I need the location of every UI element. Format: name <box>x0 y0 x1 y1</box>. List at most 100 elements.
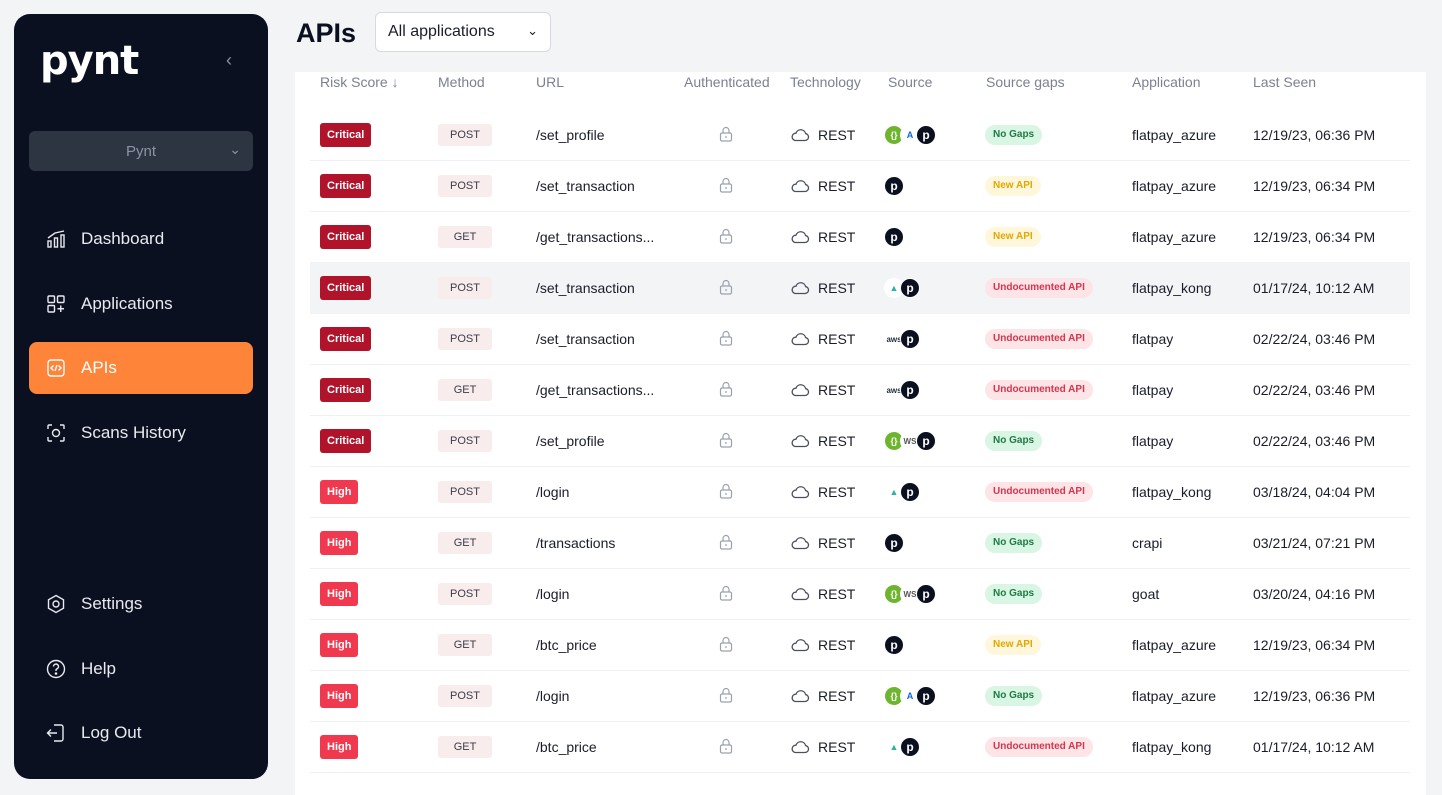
table-row[interactable]: High POST/login REST {} WS p No Gaps goat 03/20/… <box>310 569 1410 620</box>
applications-icon <box>46 294 66 314</box>
application-name: flatpay <box>1132 433 1174 449</box>
application-filter-dropdown[interactable]: All applications ⌄ <box>375 12 551 52</box>
column-header-url[interactable]: URL <box>536 74 565 90</box>
table-row[interactable]: Critical POST/set_transaction REST aws p Undo… <box>310 314 1410 365</box>
technology-label: REST <box>818 739 856 755</box>
url-link[interactable]: /set_transaction <box>536 280 635 296</box>
pynt-source-icon: p <box>900 329 920 349</box>
lock-icon <box>717 533 735 554</box>
url-link[interactable]: /login <box>536 484 570 500</box>
lock-icon <box>717 686 735 707</box>
source-icons: aws p <box>884 380 920 400</box>
source-gap-badge: Undocumented API <box>985 737 1093 757</box>
table-row[interactable]: Critical POST/set_profile REST {} WS p No Gaps… <box>310 416 1410 467</box>
technology-label: REST <box>818 280 856 296</box>
nav-item-scans-history[interactable]: Scans History <box>29 407 253 459</box>
source-icons: p <box>884 227 904 247</box>
pynt-source-icon: p <box>900 482 920 502</box>
method-badge: POST <box>438 481 492 503</box>
cloud-icon <box>790 638 810 652</box>
nav-item-settings[interactable]: Settings <box>29 578 253 630</box>
source-icons: {} WS p <box>884 584 936 604</box>
source-gap-badge: Undocumented API <box>985 482 1093 502</box>
table-row[interactable]: High GET/btc_price REST p New API flatpay_azu… <box>310 620 1410 671</box>
risk-badge: High <box>320 531 359 555</box>
url-link[interactable]: /btc_price <box>536 637 597 653</box>
nav-item-dashboard[interactable]: Dashboard <box>29 213 253 265</box>
chevron-down-icon: ⌄ <box>229 141 241 157</box>
source-gap-badge: No Gaps <box>985 584 1043 604</box>
chevron-down-icon: ⌄ <box>527 23 538 38</box>
pynt-source-icon: p <box>884 533 904 553</box>
cloud-icon <box>790 230 810 244</box>
table-row[interactable]: High GET/btc_price REST ▲ p Undocumented API f… <box>310 722 1410 773</box>
column-header-source-gaps[interactable]: Source gaps <box>986 74 1065 90</box>
table-row[interactable]: Critical POST/set_transaction REST p New API… <box>310 161 1410 212</box>
source-gap-badge: No Gaps <box>985 431 1043 451</box>
method-badge: POST <box>438 430 492 452</box>
application-name: goat <box>1132 586 1160 602</box>
application-name: crapi <box>1132 535 1163 551</box>
lock-icon <box>717 635 735 656</box>
url-link[interactable]: /btc_price <box>536 739 597 755</box>
table-row[interactable]: High GET/transactions REST p No Gaps crapi 03/… <box>310 518 1410 569</box>
url-link[interactable]: /set_transaction <box>536 178 635 194</box>
technology-label: REST <box>818 229 856 245</box>
table-row[interactable]: Critical GET/get_transactions... REST aws p U… <box>310 365 1410 416</box>
nav-item-apis[interactable]: APIs <box>29 342 253 394</box>
risk-badge: High <box>320 735 359 759</box>
postman-source-icon: {} <box>884 125 904 145</box>
pynt-source-icon: p <box>916 125 936 145</box>
cloud-icon <box>790 383 810 397</box>
collapse-sidebar-icon[interactable]: ‹ <box>226 50 232 70</box>
column-header-application[interactable]: Application <box>1132 74 1201 90</box>
url-link[interactable]: /transactions <box>536 535 616 551</box>
org-selector-label: Pynt <box>125 142 156 160</box>
nav-item-help[interactable]: Help <box>29 643 253 695</box>
settings-icon <box>46 594 66 614</box>
url-link[interactable]: /login <box>536 586 570 602</box>
technology-label: REST <box>818 382 856 398</box>
url-link[interactable]: /set_profile <box>536 433 605 449</box>
lock-icon <box>717 584 735 605</box>
source-gap-badge: No Gaps <box>985 125 1043 145</box>
technology-label: REST <box>818 637 856 653</box>
method-badge: POST <box>438 328 492 350</box>
source-gap-badge: New API <box>985 635 1041 655</box>
risk-badge: Critical <box>320 276 372 300</box>
table-row[interactable]: Critical POST/set_transaction REST ▲ p Undocu… <box>310 263 1410 314</box>
application-name: flatpay_azure <box>1132 178 1217 194</box>
last-seen-timestamp: 01/17/24, 10:12 AM <box>1253 739 1375 755</box>
method-badge: GET <box>438 532 492 554</box>
column-header-last-seen[interactable]: Last Seen <box>1253 74 1317 90</box>
pynt-source-icon: p <box>900 380 920 400</box>
column-header-risk-score[interactable]: Risk Score ↓ <box>320 74 399 90</box>
nav-label: Help <box>81 659 116 678</box>
nav-item-logout[interactable]: Log Out <box>29 707 253 759</box>
column-header-authenticated[interactable]: Authenticated <box>684 74 770 90</box>
column-header-source[interactable]: Source <box>888 74 933 90</box>
source-gap-badge: No Gaps <box>985 533 1043 553</box>
org-selector[interactable]: Pynt ⌄ <box>29 131 253 171</box>
table-row[interactable]: High POST/login REST ▲ p Undocumented API flat… <box>310 467 1410 518</box>
lock-icon <box>717 380 735 401</box>
source-gap-badge: No Gaps <box>985 686 1043 706</box>
url-link[interactable]: /login <box>536 688 570 704</box>
technology-label: REST <box>818 127 856 143</box>
method-badge: POST <box>438 124 492 146</box>
url-link[interactable]: /set_transaction <box>536 331 635 347</box>
application-name: flatpay_kong <box>1132 280 1212 296</box>
column-header-method[interactable]: Method <box>438 74 485 90</box>
table-row[interactable]: Critical GET/get_transactions... REST p New … <box>310 212 1410 263</box>
source-gap-badge: New API <box>985 176 1041 196</box>
application-name: flatpay_kong <box>1132 484 1212 500</box>
url-link[interactable]: /get_transactions... <box>536 229 655 245</box>
nav-label: Dashboard <box>81 229 165 248</box>
nav-item-applications[interactable]: Applications <box>29 278 253 330</box>
url-link[interactable]: /get_transactions... <box>536 382 655 398</box>
url-link[interactable]: /set_profile <box>536 127 605 143</box>
nav-label: Settings <box>81 594 143 613</box>
column-header-technology[interactable]: Technology <box>790 74 861 90</box>
